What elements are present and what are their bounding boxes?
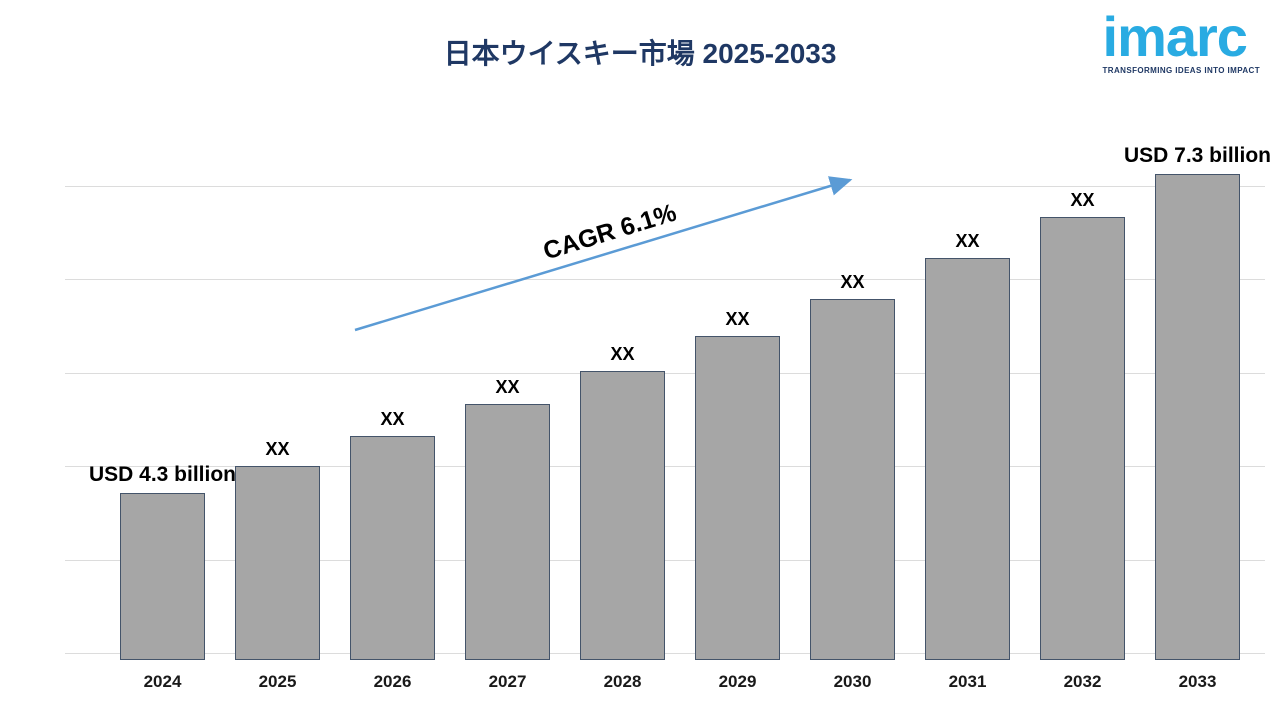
x-axis-label-2032: 2032 <box>1063 672 1102 691</box>
bar-2033: USD 7.3 billion <box>1124 144 1271 660</box>
x-axis-label-2033: 2033 <box>1178 672 1217 691</box>
bar-group-2027: XX 2027 <box>450 150 565 691</box>
chart-title: 日本ウイスキー市場 2025-2033 <box>443 38 837 69</box>
bar-value-label: XX <box>495 377 520 397</box>
bar-value-label: XX <box>955 231 980 251</box>
bar-value-label: XX <box>725 309 750 329</box>
bar-2027: XX <box>465 377 550 660</box>
bar-2032: XX <box>1040 190 1125 660</box>
bar-2031: XX <box>925 231 1010 660</box>
x-axis-label-2024: 2024 <box>143 672 182 691</box>
bar-2028: XX <box>580 344 665 660</box>
plot-area: USD 4.3 billion 2024 XX 2025 XX 2026 XX 2027 XX 2… <box>65 144 1271 691</box>
gridline <box>65 560 1265 561</box>
bar-group-2028: XX 2028 <box>565 150 680 691</box>
bar-2025: XX <box>235 439 320 660</box>
x-axis-label-2030: 2030 <box>833 672 872 691</box>
bar-group-2026: XX 2026 <box>335 150 450 691</box>
bar-group-2025: XX 2025 <box>220 150 335 691</box>
x-axis-label-2029: 2029 <box>718 672 757 691</box>
imarc-logo-tagline: TRANSFORMING IDEAS INTO IMPACT <box>1102 65 1260 75</box>
bar-value-label: XX <box>380 409 405 429</box>
bar-group-2024: USD 4.3 billion 2024 <box>89 150 236 691</box>
x-axis-label-2026: 2026 <box>373 672 412 691</box>
bar-group-2031: XX 2031 <box>910 150 1025 691</box>
bar-group-2033: USD 7.3 billion 2033 <box>1124 144 1271 691</box>
x-axis-label-2027: 2027 <box>488 672 527 691</box>
bar-value-label: XX <box>840 272 865 292</box>
gridline <box>65 466 1265 467</box>
bar-2029: XX <box>695 309 780 660</box>
imarc-logo-wordmark: imarc <box>1102 5 1248 68</box>
bar-value-label: XX <box>1070 190 1095 210</box>
gridline <box>65 373 1265 374</box>
x-axis-label-2028: 2028 <box>603 672 642 691</box>
bar-group-2030: XX 2030 <box>795 150 910 691</box>
bar-value-label: XX <box>610 344 635 364</box>
bar-value-label: USD 7.3 billion <box>1123 144 1272 167</box>
bar-group-2032: XX 2032 <box>1025 150 1140 691</box>
bar-value-label: XX <box>265 439 290 459</box>
bars-row: USD 4.3 billion 2024 XX 2025 XX 2026 XX 2027 XX 2… <box>65 144 1271 691</box>
bar-group-2029: XX 2029 <box>680 150 795 691</box>
bar-2024: USD 4.3 billion <box>89 463 236 660</box>
bar-2030: XX <box>810 272 895 660</box>
imarc-logo: imarc TRANSFORMING IDEAS INTO IMPACT <box>1103 6 1260 75</box>
gridline <box>65 653 1265 654</box>
x-axis-label-2025: 2025 <box>258 672 297 691</box>
x-axis-label-2031: 2031 <box>948 672 987 691</box>
bar-2026: XX <box>350 409 435 660</box>
bar-value-label: USD 4.3 billion <box>88 463 237 486</box>
